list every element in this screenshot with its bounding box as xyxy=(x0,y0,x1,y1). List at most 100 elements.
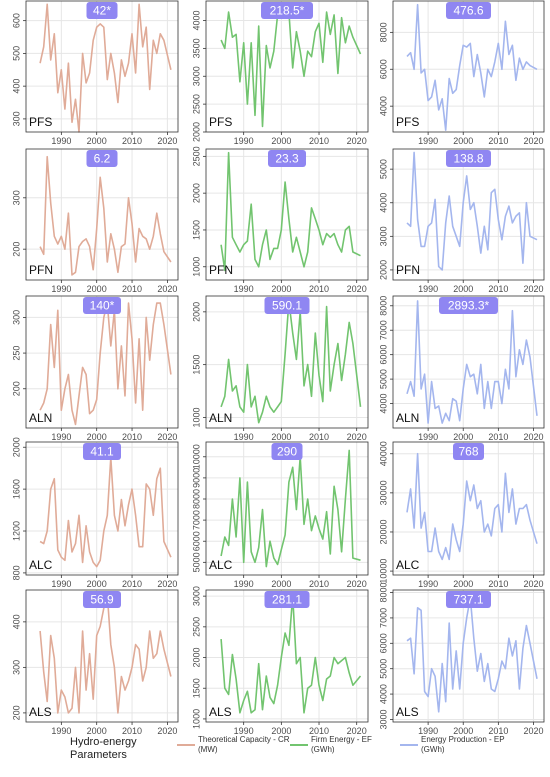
x-tick-label: 2020 xyxy=(523,284,543,294)
panel-frame xyxy=(25,295,179,429)
y-tick-label: 6000 xyxy=(191,531,201,551)
annotation-badge xyxy=(446,150,491,167)
y-tick-label: 300 xyxy=(11,310,21,325)
panel-aln-ep: 4000 5000 6000 7000 8000 1990 2000 2010 2020 ALN 2… xyxy=(378,295,545,442)
x-tick-label: 2010 xyxy=(122,136,142,146)
x-tick-label: 2020 xyxy=(347,284,367,294)
y-tick-label: 2500 xyxy=(191,146,201,166)
x-tick-label: 2010 xyxy=(488,284,508,294)
x-tick-label: 2010 xyxy=(309,579,329,589)
y-tick-label: 600 xyxy=(11,13,21,28)
series-line-ef xyxy=(220,449,361,568)
y-tick-label: 1000 xyxy=(191,257,201,277)
legend-swatch-ep xyxy=(400,744,418,746)
annotation-text: 218.5* xyxy=(270,4,305,18)
y-tick-label: 3000 xyxy=(378,226,388,246)
annotation-badge xyxy=(261,2,313,19)
x-tick-label: 2000 xyxy=(453,579,473,589)
panel-pfn-ep: 2000 3000 4000 5000 1990 2000 2010 2020 PFN 138.8 xyxy=(378,148,545,294)
panel-frame xyxy=(392,441,545,576)
annotation-badge xyxy=(446,591,491,608)
station-label: PFN xyxy=(396,263,420,277)
y-tick-label: 1500 xyxy=(191,355,201,375)
x-tick-label: 2020 xyxy=(157,284,177,294)
x-tick-label: 2020 xyxy=(157,136,177,146)
panel-frame xyxy=(25,589,179,723)
y-tick-label: 300 xyxy=(11,111,21,126)
y-tick-label: 20000 xyxy=(378,519,388,544)
y-tick-label: 3000 xyxy=(378,709,388,729)
x-tick-label: 1990 xyxy=(418,579,438,589)
x-tick-label: 2000 xyxy=(271,136,291,146)
annotation-text: 23.3 xyxy=(275,152,299,166)
annotation-text: 41.1 xyxy=(90,445,114,459)
annotation-badge xyxy=(439,297,498,314)
y-tick-label: 200 xyxy=(11,242,21,257)
station-label: PFS xyxy=(396,115,419,129)
y-tick-label: 2000 xyxy=(378,260,388,280)
x-tick-label: 1990 xyxy=(51,432,71,442)
x-tick-label: 2020 xyxy=(523,726,543,736)
series-line-cr xyxy=(39,456,172,568)
x-tick-label: 1990 xyxy=(234,284,254,294)
x-tick-label: 2000 xyxy=(87,136,107,146)
annotation-badge xyxy=(86,150,118,167)
y-tick-label: 4000 xyxy=(378,684,388,704)
panel-als-cr: 200 300 400 1990 2000 2010 2020 ALS 56.9 xyxy=(11,589,179,736)
station-label: ALC xyxy=(209,558,233,572)
station-label: PFN xyxy=(29,263,53,277)
y-tick-label: 5000 xyxy=(191,552,201,572)
panel-frame xyxy=(392,589,545,723)
y-tick-label: 300 xyxy=(11,190,21,205)
x-tick-label: 2010 xyxy=(122,579,142,589)
x-tick-label: 1990 xyxy=(418,432,438,442)
y-tick-label: 3500 xyxy=(191,38,201,58)
series-line-ep xyxy=(406,3,538,131)
panel-aln-cr: 200 250 300 1990 2000 2010 2020 ALN 140* xyxy=(11,295,179,442)
x-tick-label: 1990 xyxy=(418,136,438,146)
x-tick-label: 2020 xyxy=(157,726,177,736)
y-tick-label: 400 xyxy=(11,614,21,629)
y-tick-label: 2500 xyxy=(191,94,201,114)
annotation-badge xyxy=(83,297,121,314)
station-label: ALS xyxy=(396,705,419,719)
legend-swatch-ef xyxy=(290,744,308,746)
series-line-cr xyxy=(39,3,172,133)
annotation-badge xyxy=(264,591,310,608)
x-tick-label: 2000 xyxy=(271,284,291,294)
legend-swatch-cr xyxy=(177,744,195,746)
y-tick-label: 1600 xyxy=(11,479,21,499)
x-tick-label: 1990 xyxy=(234,432,254,442)
x-tick-label: 2000 xyxy=(453,136,473,146)
x-tick-label: 1990 xyxy=(51,136,71,146)
panel-frame xyxy=(25,441,179,576)
panel-frame xyxy=(392,0,545,133)
x-tick-label: 2010 xyxy=(122,284,142,294)
series-line-ef xyxy=(220,8,362,128)
x-tick-label: 2000 xyxy=(87,284,107,294)
x-tick-label: 2020 xyxy=(347,579,367,589)
panel-frame xyxy=(392,295,545,429)
x-tick-label: 2020 xyxy=(347,726,367,736)
y-tick-label: 7000 xyxy=(378,320,388,340)
x-tick-label: 2010 xyxy=(309,432,329,442)
y-tick-label: 5000 xyxy=(378,369,388,389)
y-tick-label: 2000 xyxy=(191,302,201,322)
y-tick-label: 300 xyxy=(11,660,21,675)
panel-pfs-ep: 4000 6000 8000 1990 2000 2010 2020 PFS 476.6 xyxy=(378,0,545,146)
panel-frame xyxy=(205,441,369,576)
series-line-ef xyxy=(220,595,362,714)
station-label: ALN xyxy=(29,411,52,425)
y-tick-label: 40000 xyxy=(378,441,388,466)
series-line-ep xyxy=(406,151,538,271)
x-tick-label: 1990 xyxy=(234,136,254,146)
series-line-cr xyxy=(39,155,172,276)
station-label: PFN xyxy=(209,263,233,277)
annotation-text: 290 xyxy=(277,445,297,459)
legend-label-ep: Energy Production - EP (GWh) xyxy=(421,735,505,754)
y-tick-label: 1000 xyxy=(191,407,201,427)
annotation-text: 42* xyxy=(93,4,111,18)
annotation-text: 56.9 xyxy=(90,593,114,607)
y-tick-label: 8000 xyxy=(378,583,388,603)
